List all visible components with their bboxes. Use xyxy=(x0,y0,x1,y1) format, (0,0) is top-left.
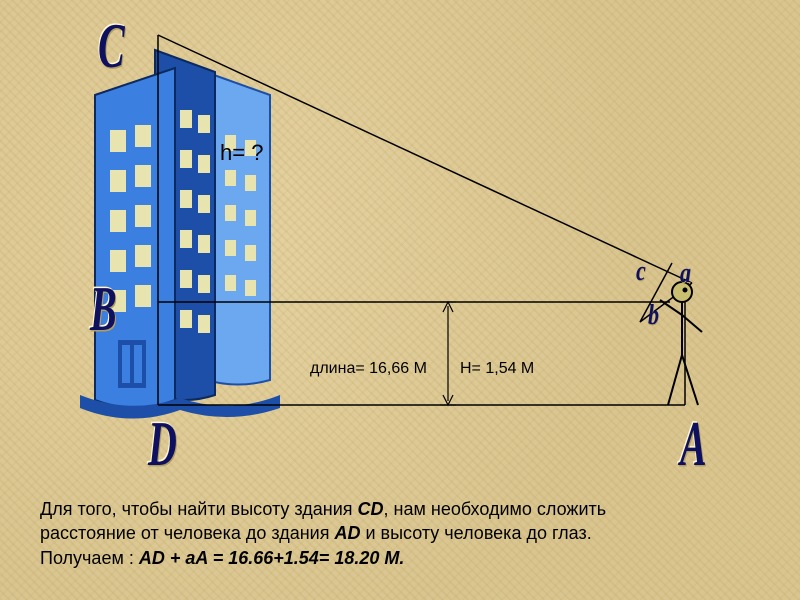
label-length: длина= 16,66 М xyxy=(310,360,427,378)
para-2b: AD xyxy=(334,523,360,543)
point-b-small: b xyxy=(648,298,659,332)
point-a-small: a xyxy=(680,256,691,290)
dimension-arrow xyxy=(440,302,456,405)
label-h-unknown: h= ? xyxy=(220,140,263,166)
point-A: A xyxy=(680,406,707,481)
person-icon xyxy=(660,282,702,405)
para-1c: , нам необходимо сложить xyxy=(384,499,607,519)
label-height-person: H= 1,54 М xyxy=(460,360,534,378)
point-B: B xyxy=(90,271,117,346)
point-c-small: c xyxy=(636,254,646,288)
point-C: C xyxy=(98,8,125,83)
explanation-paragraph: Для того, чтобы найти высоту здания СD, … xyxy=(40,497,760,570)
para-2c: и высоту человека до глаз. xyxy=(360,523,591,543)
building-icon xyxy=(80,50,280,419)
para-1a: Для того, чтобы найти высоту здания xyxy=(40,499,358,519)
para-1b: СD xyxy=(358,499,384,519)
para-3a: Получаем : xyxy=(40,548,139,568)
para-2a: расстояние от человека до здания xyxy=(40,523,334,543)
para-3b: AD + aA = 16.66+1.54= 18.20 М. xyxy=(139,548,405,568)
point-D: D xyxy=(148,406,177,481)
